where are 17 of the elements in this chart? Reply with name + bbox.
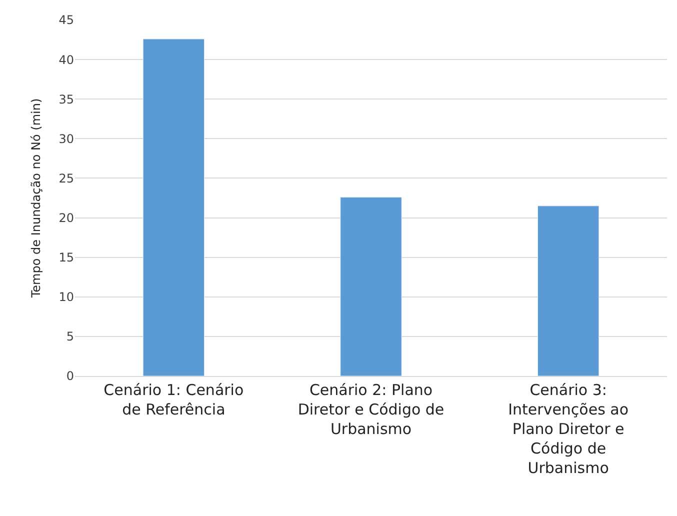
bar (340, 196, 402, 376)
bar (538, 206, 600, 376)
y-tick-label: 35 (58, 92, 74, 106)
y-tick-label: 30 (58, 132, 74, 146)
y-axis-title: Tempo de Inundação no Nó (min) (29, 98, 44, 299)
x-tick-label: Cenário 3: Intervenções ao Plano Diretor e Código de Urbanismo (508, 381, 629, 477)
y-tick-label: 15 (58, 250, 74, 265)
bar (142, 38, 204, 376)
y-tick-label: 45 (58, 13, 74, 28)
y-tick-label: 25 (58, 171, 74, 186)
y-tick-label: 0 (66, 369, 74, 384)
y-tick-label: 20 (58, 210, 74, 225)
x-tick-label: Cenário 1: Cenário de Referência (104, 381, 244, 418)
x-tick-label: Cenário 2: Plano Diretor e Código de Urbanismo (298, 381, 444, 438)
y-tick-label: 40 (58, 52, 74, 67)
y-tick-label: 5 (66, 330, 74, 344)
y-tick-label: 10 (58, 290, 74, 304)
